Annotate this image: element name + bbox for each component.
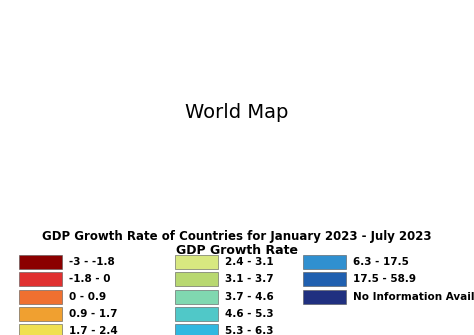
Text: 2.4 - 3.1: 2.4 - 3.1 [225,257,274,267]
FancyBboxPatch shape [19,324,62,335]
Text: GDP Growth Rate of Countries for January 2023 - July 2023: GDP Growth Rate of Countries for January… [42,230,432,243]
FancyBboxPatch shape [175,289,218,304]
Text: 6.3 - 17.5: 6.3 - 17.5 [353,257,409,267]
Text: 0 - 0.9: 0 - 0.9 [69,291,106,302]
FancyBboxPatch shape [303,289,346,304]
FancyBboxPatch shape [19,272,62,286]
Text: 3.1 - 3.7: 3.1 - 3.7 [225,274,274,284]
Text: World Map: World Map [185,103,289,122]
FancyBboxPatch shape [303,255,346,269]
Text: 0.9 - 1.7: 0.9 - 1.7 [69,309,117,319]
FancyBboxPatch shape [175,324,218,335]
FancyBboxPatch shape [303,272,346,286]
Text: -3 - -1.8: -3 - -1.8 [69,257,115,267]
FancyBboxPatch shape [19,255,62,269]
FancyBboxPatch shape [175,255,218,269]
Text: 3.7 - 4.6: 3.7 - 4.6 [225,291,274,302]
Text: No Information Available: No Information Available [353,291,474,302]
Text: 5.3 - 6.3: 5.3 - 6.3 [225,326,273,335]
FancyBboxPatch shape [19,307,62,321]
FancyBboxPatch shape [175,307,218,321]
Text: GDP Growth Rate: GDP Growth Rate [176,244,298,257]
Text: 4.6 - 5.3: 4.6 - 5.3 [225,309,274,319]
Text: 17.5 - 58.9: 17.5 - 58.9 [353,274,416,284]
FancyBboxPatch shape [175,272,218,286]
FancyBboxPatch shape [19,289,62,304]
Text: 1.7 - 2.4: 1.7 - 2.4 [69,326,118,335]
Text: -1.8 - 0: -1.8 - 0 [69,274,110,284]
